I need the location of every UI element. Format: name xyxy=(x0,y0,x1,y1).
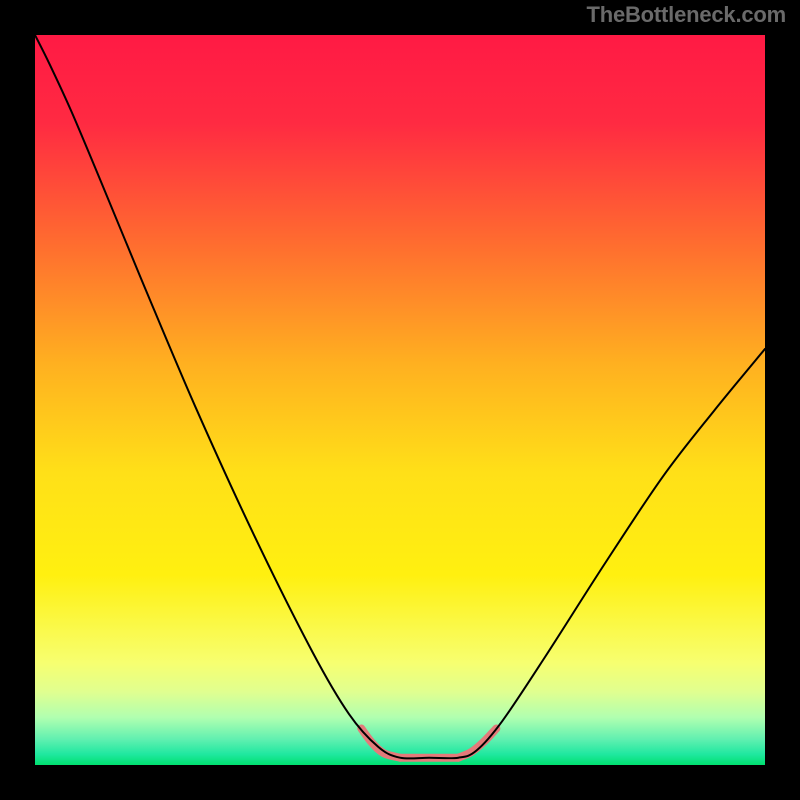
highlight-segment-2 xyxy=(458,729,496,758)
chart-stage: { "stage": { "width": 800, "height": 800… xyxy=(0,0,800,800)
highlight-segment-group xyxy=(361,729,496,758)
chart-svg-layer xyxy=(35,35,765,765)
bottleneck-curve xyxy=(35,35,765,759)
highlight-segment-0 xyxy=(361,729,400,758)
